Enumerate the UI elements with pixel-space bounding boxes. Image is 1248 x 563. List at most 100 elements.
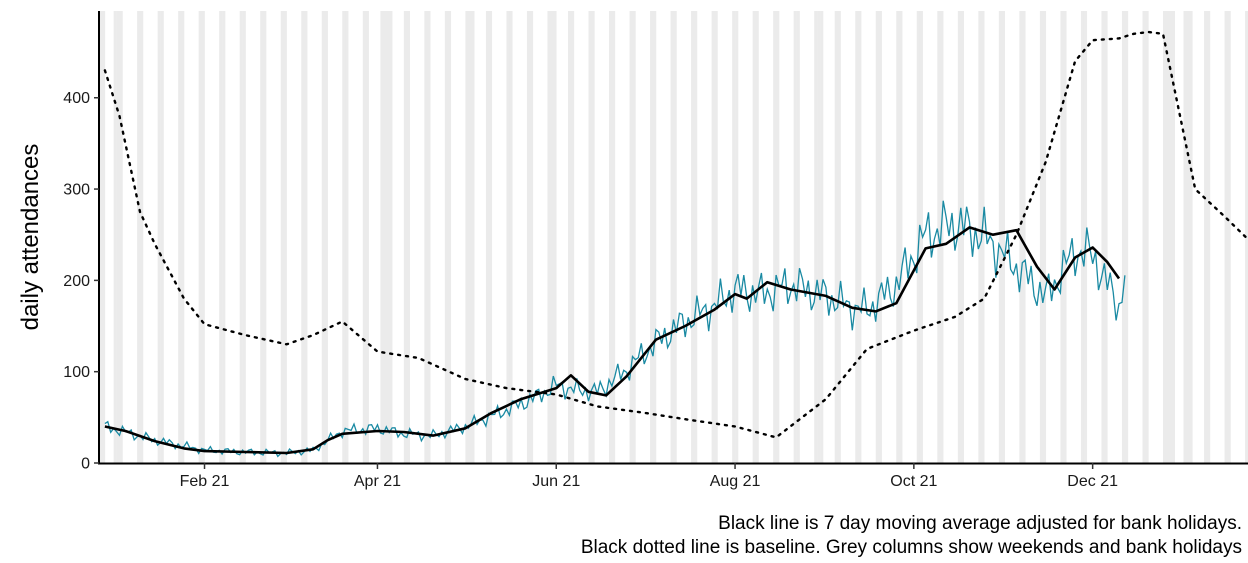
shade-column: [380, 11, 384, 463]
series-layer: [103, 30, 1248, 458]
shade-column: [837, 11, 841, 463]
shade-column: [321, 11, 325, 463]
baseline-line: [103, 30, 1248, 439]
shade-column: [99, 11, 103, 463]
shade-column: [506, 11, 510, 463]
shade-column: [998, 11, 1003, 463]
shade-column: [896, 11, 900, 463]
shade-column: [1124, 11, 1129, 463]
shade-column: [588, 11, 592, 463]
shade-column: [383, 11, 387, 463]
shade-column: [119, 11, 123, 463]
caption-line-1: Black line is 7 day moving average adjus…: [718, 513, 1242, 534]
x-tick-label: Apr 21: [354, 473, 401, 490]
shade-column: [140, 11, 144, 463]
shade-column: [858, 11, 862, 463]
shade-column: [1121, 11, 1126, 463]
y-ticks: 0 100 200 300 400: [63, 90, 99, 473]
shade-column: [263, 11, 267, 463]
shade-column: [406, 11, 410, 463]
shade-column: [160, 11, 164, 463]
shade-column: [386, 11, 390, 463]
weekend-shading: [99, 11, 1248, 463]
y-tick-label: 100: [63, 364, 90, 381]
shade-column: [345, 11, 349, 463]
shade-column: [591, 11, 595, 463]
y-tick-label: 400: [63, 90, 90, 107]
shade-column: [611, 11, 616, 463]
shade-column: [755, 11, 759, 463]
shade-column: [137, 11, 141, 463]
shade-column: [547, 11, 551, 463]
shade-column: [427, 11, 431, 463]
shade-column: [403, 11, 408, 463]
shade-column: [855, 11, 859, 463]
shade-column: [178, 11, 182, 463]
shade-column: [181, 11, 185, 463]
shade-column: [301, 11, 305, 463]
shade-column: [834, 11, 838, 463]
shade-column: [1189, 11, 1193, 463]
shade-column: [609, 11, 613, 463]
shade-column: [389, 11, 393, 463]
shade-column: [198, 11, 202, 463]
shade-column: [1104, 11, 1108, 463]
shade-column: [260, 11, 264, 463]
shade-column: [1042, 11, 1047, 463]
y-tick-label: 0: [81, 456, 90, 473]
shade-column: [1186, 11, 1190, 463]
shade-column: [773, 11, 777, 463]
shade-column: [673, 11, 677, 463]
shade-column: [940, 11, 944, 463]
shade-column: [1080, 11, 1085, 463]
shade-column: [978, 11, 982, 463]
shade-column: [447, 11, 452, 463]
shade-column: [899, 11, 903, 463]
y-axis-title: daily attendances: [17, 144, 44, 331]
shade-column: [960, 11, 964, 463]
shade-column: [732, 11, 736, 463]
shade-column: [694, 11, 698, 463]
shade-column: [550, 11, 554, 463]
shade-column: [1227, 11, 1231, 463]
shade-column: [1224, 11, 1228, 463]
shade-column: [283, 11, 287, 463]
x-tick-label: Feb 21: [180, 473, 230, 490]
shade-column: [1142, 11, 1146, 463]
shade-column: [1063, 11, 1067, 463]
shade-column: [570, 11, 575, 463]
shade-column: [1206, 11, 1211, 463]
shade-column: [650, 11, 654, 463]
x-tick-label: Jun 21: [532, 473, 580, 490]
x-ticks: Feb 21 Apr 21 Jun 21 Aug 21 Oct 21 Dec 21: [180, 463, 1118, 490]
shade-column: [1145, 11, 1149, 463]
shade-column: [101, 11, 106, 463]
shade-column: [529, 11, 534, 463]
shade-column: [365, 11, 369, 463]
shade-column: [1171, 11, 1176, 463]
shade-column: [957, 11, 962, 463]
moving-average-line: [104, 226, 1121, 455]
shade-column: [471, 11, 475, 463]
shade-column: [919, 11, 923, 463]
shade-column: [711, 11, 715, 463]
shade-column: [424, 11, 428, 463]
shade-column: [1162, 11, 1167, 463]
shade-column: [878, 11, 882, 463]
shade-column: [1204, 11, 1208, 463]
shade-column: [1022, 11, 1026, 463]
shade-column: [1168, 11, 1173, 463]
shade-column: [468, 11, 472, 463]
shade-column: [242, 11, 246, 463]
shade-column: [157, 11, 161, 463]
shade-column: [201, 11, 205, 463]
shade-column: [752, 11, 756, 463]
shade-column: [796, 11, 800, 463]
shade-column: [465, 11, 469, 463]
x-tick-label: Dec 21: [1067, 473, 1118, 490]
shade-column: [814, 11, 818, 463]
shade-column: [485, 11, 490, 463]
shade-column: [1101, 11, 1105, 463]
shade-column: [113, 11, 117, 463]
shade-column: [553, 11, 557, 463]
